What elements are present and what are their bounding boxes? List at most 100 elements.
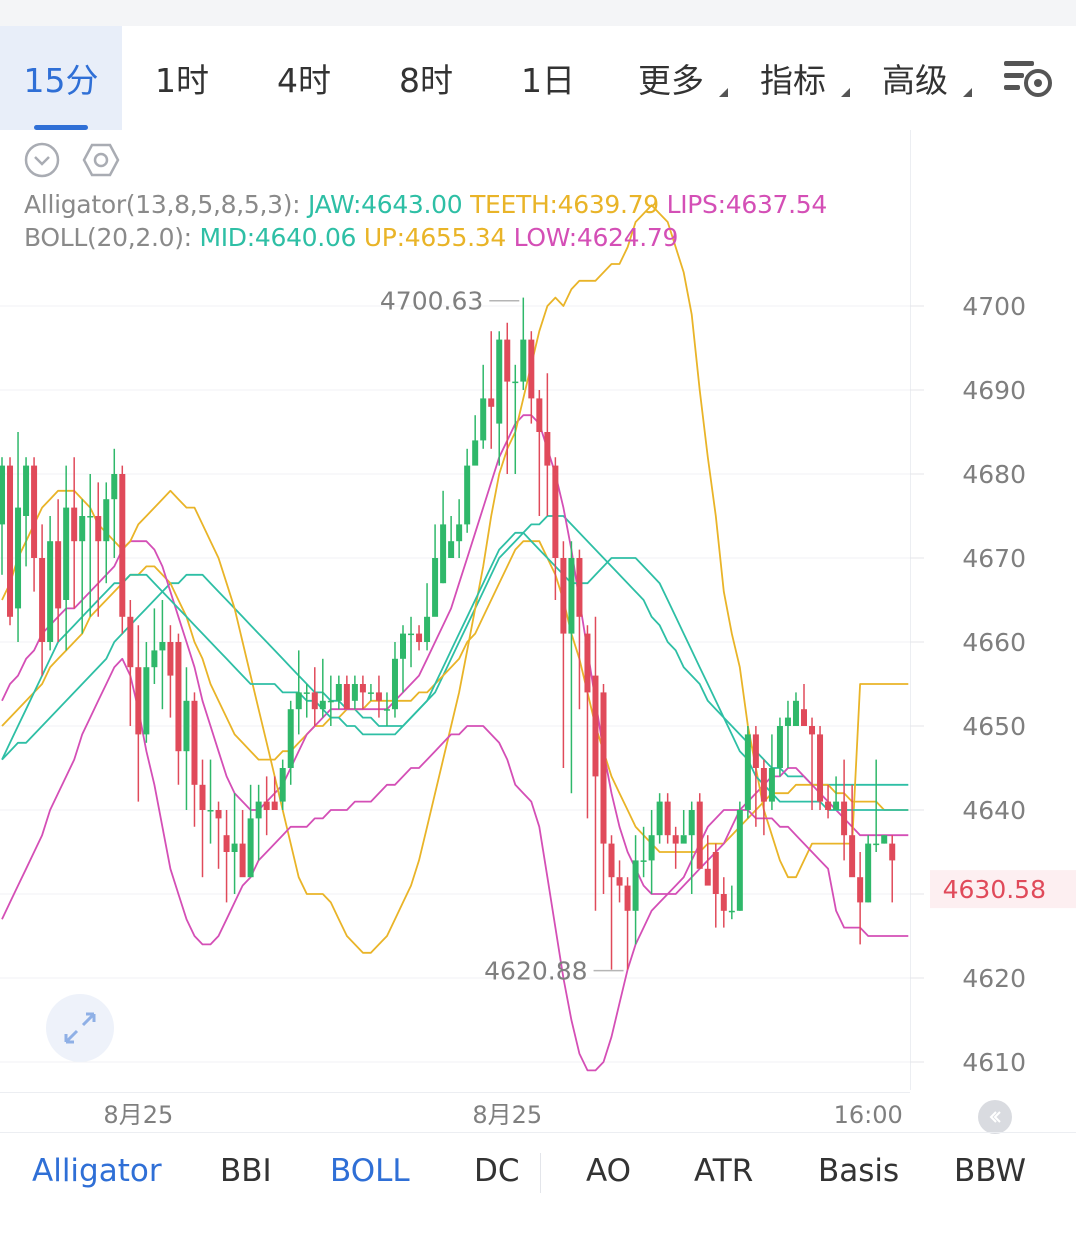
candle bbox=[7, 457, 14, 626]
candle-body bbox=[464, 465, 471, 525]
tab-label: 15分 bbox=[23, 61, 99, 100]
candle bbox=[825, 784, 832, 819]
candle bbox=[335, 675, 342, 710]
candle-body bbox=[664, 801, 671, 836]
candle bbox=[640, 826, 647, 878]
candle bbox=[544, 373, 551, 516]
status-strip bbox=[0, 0, 1076, 26]
candle bbox=[191, 692, 198, 827]
series-line-lips bbox=[1, 414, 909, 895]
candle-body bbox=[640, 860, 647, 862]
candle-body bbox=[809, 726, 816, 735]
indicator-bbw[interactable]: BBW bbox=[954, 1153, 1027, 1189]
collapse-legend-icon[interactable] bbox=[24, 142, 60, 182]
y-tick-label: 4660 bbox=[962, 628, 1026, 657]
candle-body bbox=[440, 524, 447, 584]
indicator-atr[interactable]: ATR bbox=[694, 1153, 754, 1189]
hexagon-settings-icon[interactable] bbox=[82, 142, 120, 182]
expand-chart-button[interactable] bbox=[46, 994, 114, 1062]
timeframe-tabs: 15分 1时 4时 8时 1日 更多 指标 高级 bbox=[0, 26, 1076, 130]
boll-legend: BOLL(20,2.0): MID:4640.06 UP:4655.34 LOW… bbox=[24, 223, 678, 252]
candle-body bbox=[271, 801, 278, 810]
indicator-ao[interactable]: AO bbox=[586, 1153, 632, 1189]
candle-body bbox=[416, 633, 423, 642]
y-tick-label: 4610 bbox=[962, 1048, 1026, 1077]
candle bbox=[207, 759, 214, 844]
indicator-divider bbox=[540, 1153, 541, 1193]
indicator-bar: Alligator BBI BOLL DC AO ATR Basis BBW bbox=[0, 1132, 1076, 1213]
candle-body bbox=[849, 835, 856, 878]
dropdown-caret-icon bbox=[963, 88, 972, 97]
candle-body bbox=[632, 860, 639, 911]
candle-body bbox=[544, 432, 551, 466]
candle-body bbox=[287, 709, 294, 768]
tab-1d[interactable]: 1日 bbox=[496, 26, 600, 130]
tab-label: 8时 bbox=[399, 61, 453, 100]
y-tick-label: 4670 bbox=[962, 544, 1026, 573]
candle-body bbox=[760, 768, 767, 802]
candle bbox=[680, 810, 687, 844]
candle bbox=[664, 793, 671, 844]
candle bbox=[199, 759, 206, 878]
candle-body bbox=[448, 541, 455, 558]
candle bbox=[416, 625, 423, 651]
y-tick-label: 4680 bbox=[962, 460, 1026, 489]
candle-body bbox=[801, 709, 807, 726]
tab-8h[interactable]: 8时 bbox=[374, 26, 478, 130]
candle bbox=[63, 465, 70, 651]
candle bbox=[480, 364, 487, 449]
candle-body bbox=[79, 516, 86, 542]
candle bbox=[448, 516, 455, 558]
candle bbox=[776, 717, 783, 777]
candle bbox=[528, 331, 535, 424]
alligator-legend: Alligator(13,8,5,8,5,3): JAW:4643.00 TEE… bbox=[24, 190, 827, 219]
candle-body bbox=[424, 616, 431, 642]
candle bbox=[183, 667, 190, 810]
candle bbox=[127, 600, 134, 726]
candle-body bbox=[568, 558, 575, 634]
high-price-label: 4700.63 bbox=[380, 287, 483, 316]
indicator-bbi[interactable]: BBI bbox=[220, 1153, 272, 1189]
chart-settings-icon[interactable] bbox=[1000, 56, 1056, 100]
candle bbox=[536, 390, 543, 516]
candle-body bbox=[343, 684, 350, 710]
indicator-basis[interactable]: Basis bbox=[818, 1153, 900, 1189]
candle bbox=[311, 667, 318, 726]
tab-more-dropdown[interactable]: 更多 bbox=[626, 26, 730, 130]
candle-body bbox=[624, 885, 631, 911]
tab-1h[interactable]: 1时 bbox=[130, 26, 234, 130]
candle-body bbox=[873, 843, 880, 846]
candle-body bbox=[496, 339, 503, 424]
candle bbox=[616, 860, 623, 903]
indicator-lines bbox=[1, 204, 909, 1072]
candle-body bbox=[704, 868, 711, 886]
chart-area[interactable]: 4610462046304640465046604670468046904700… bbox=[0, 130, 1076, 1130]
tab-4h[interactable]: 4时 bbox=[252, 26, 356, 130]
scroll-to-start-button[interactable] bbox=[978, 1100, 1012, 1134]
x-tick-label: 8月25 bbox=[472, 1101, 542, 1129]
tab-advanced-dropdown[interactable]: 高级 bbox=[870, 26, 974, 130]
dropdown-caret-icon bbox=[841, 88, 850, 97]
candle bbox=[0, 457, 5, 575]
candle bbox=[472, 415, 479, 466]
indicator-alligator[interactable]: Alligator bbox=[32, 1153, 162, 1189]
indicator-dc[interactable]: DC bbox=[474, 1153, 520, 1189]
candle bbox=[175, 633, 182, 785]
candle-body bbox=[400, 633, 406, 659]
candlestick-chart[interactable]: 4610462046304640465046604670468046904700… bbox=[0, 130, 1076, 1130]
tab-indicators-dropdown[interactable]: 指标 bbox=[748, 26, 852, 130]
y-tick-label: 4690 bbox=[962, 376, 1026, 405]
candle bbox=[688, 801, 695, 894]
candle bbox=[39, 524, 46, 676]
indicator-boll[interactable]: BOLL bbox=[330, 1153, 410, 1189]
candle-body bbox=[608, 843, 615, 878]
candle-body bbox=[135, 667, 142, 735]
tab-15m[interactable]: 15分 bbox=[0, 26, 122, 130]
legend-lips: LIPS:4637.54 bbox=[666, 190, 828, 219]
candle bbox=[504, 322, 511, 474]
candle-body bbox=[776, 726, 783, 768]
tab-label: 指标 bbox=[760, 61, 826, 100]
candle-body bbox=[560, 558, 567, 634]
candle-body bbox=[528, 339, 535, 399]
x-tick-label: 16:00 bbox=[834, 1101, 903, 1129]
